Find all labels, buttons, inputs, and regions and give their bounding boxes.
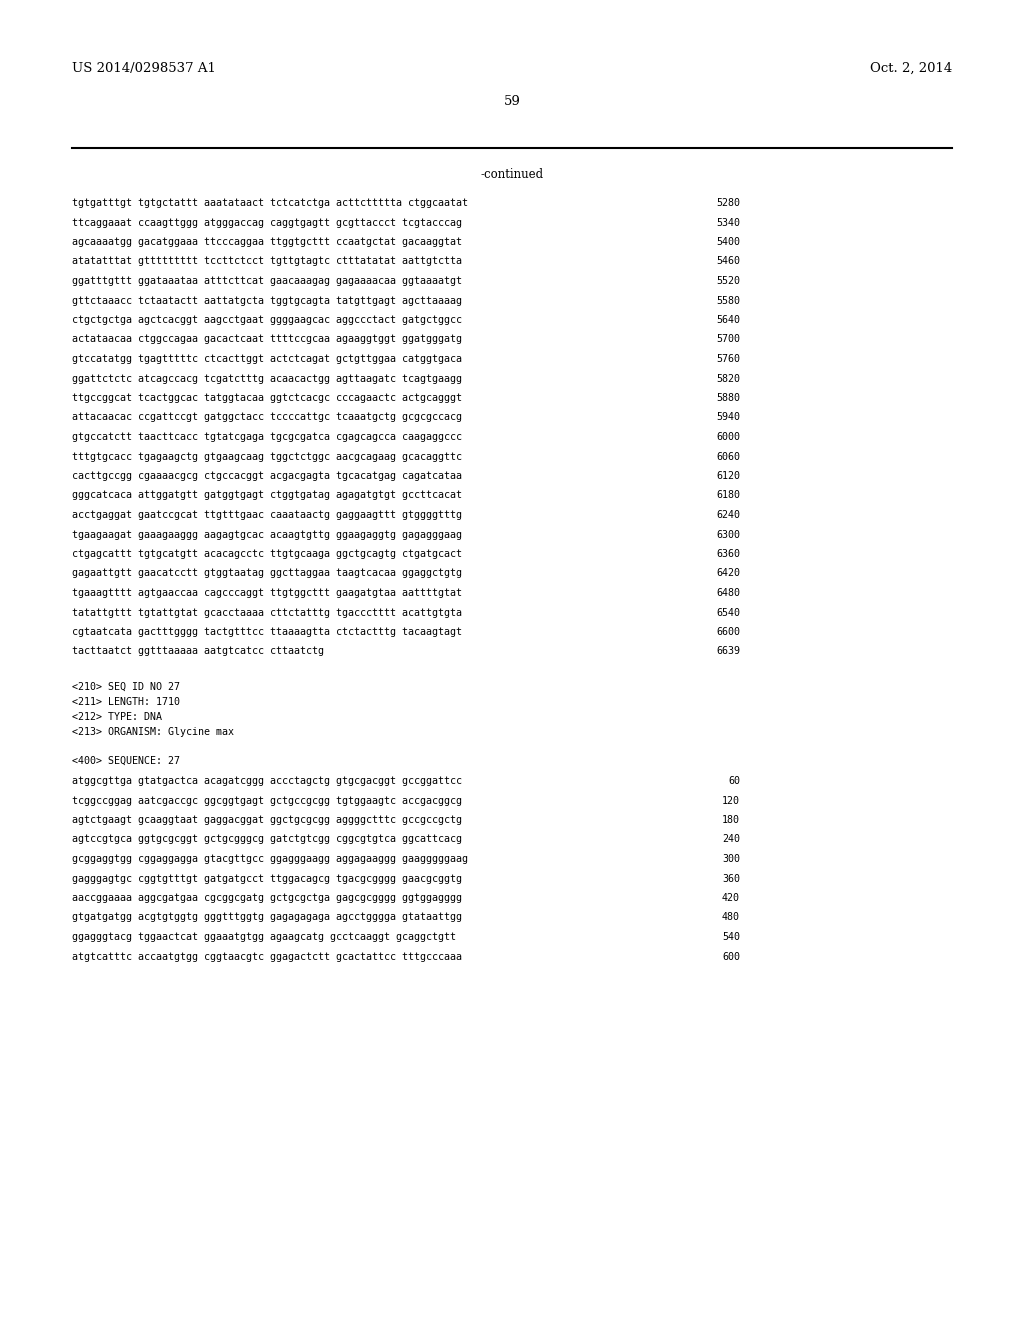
Text: tgaagaagat gaaagaaggg aagagtgcac acaagtgttg ggaagaggtg gagagggaag: tgaagaagat gaaagaaggg aagagtgcac acaagtg… xyxy=(72,529,462,540)
Text: 6639: 6639 xyxy=(716,647,740,656)
Text: ggagggtacg tggaactcat ggaaatgtgg agaagcatg gcctcaaggt gcaggctgtt: ggagggtacg tggaactcat ggaaatgtgg agaagca… xyxy=(72,932,456,942)
Text: tttgtgcacc tgagaagctg gtgaagcaag tggctctggc aacgcagaag gcacaggttc: tttgtgcacc tgagaagctg gtgaagcaag tggctct… xyxy=(72,451,462,462)
Text: 480: 480 xyxy=(722,912,740,923)
Text: 6240: 6240 xyxy=(716,510,740,520)
Text: cacttgccgg cgaaaacgcg ctgccacggt acgacgagta tgcacatgag cagatcataa: cacttgccgg cgaaaacgcg ctgccacggt acgacga… xyxy=(72,471,462,480)
Text: 6540: 6540 xyxy=(716,607,740,618)
Text: 5880: 5880 xyxy=(716,393,740,403)
Text: atgtcatttc accaatgtgg cggtaacgtc ggagactctt gcactattcc tttgcccaaa: atgtcatttc accaatgtgg cggtaacgtc ggagact… xyxy=(72,952,462,961)
Text: atggcgttga gtatgactca acagatcggg accctagctg gtgcgacggt gccggattcc: atggcgttga gtatgactca acagatcggg accctag… xyxy=(72,776,462,785)
Text: 5640: 5640 xyxy=(716,315,740,325)
Text: agtccgtgca ggtgcgcggt gctgcgggcg gatctgtcgg cggcgtgtca ggcattcacg: agtccgtgca ggtgcgcggt gctgcgggcg gatctgt… xyxy=(72,834,462,845)
Text: 60: 60 xyxy=(728,776,740,785)
Text: 6060: 6060 xyxy=(716,451,740,462)
Text: 6300: 6300 xyxy=(716,529,740,540)
Text: ggatttgttt ggataaataa atttcttcat gaacaaagag gagaaaacaa ggtaaaatgt: ggatttgttt ggataaataa atttcttcat gaacaaa… xyxy=(72,276,462,286)
Text: 6360: 6360 xyxy=(716,549,740,558)
Text: 6600: 6600 xyxy=(716,627,740,638)
Text: ggattctctc atcagccacg tcgatctttg acaacactgg agttaagatc tcagtgaagg: ggattctctc atcagccacg tcgatctttg acaacac… xyxy=(72,374,462,384)
Text: actataacaa ctggccagaa gacactcaat ttttccgcaa agaaggtggt ggatgggatg: actataacaa ctggccagaa gacactcaat ttttccg… xyxy=(72,334,462,345)
Text: tacttaatct ggtttaaaaa aatgtcatcc cttaatctg: tacttaatct ggtttaaaaa aatgtcatcc cttaatc… xyxy=(72,647,324,656)
Text: <211> LENGTH: 1710: <211> LENGTH: 1710 xyxy=(72,697,180,708)
Text: 5340: 5340 xyxy=(716,218,740,227)
Text: ctgagcattt tgtgcatgtt acacagcctc ttgtgcaaga ggctgcagtg ctgatgcact: ctgagcattt tgtgcatgtt acacagcctc ttgtgca… xyxy=(72,549,462,558)
Text: agcaaaatgg gacatggaaa ttcccaggaa ttggtgcttt ccaatgctat gacaaggtat: agcaaaatgg gacatggaaa ttcccaggaa ttggtgc… xyxy=(72,238,462,247)
Text: agtctgaagt gcaaggtaat gaggacggat ggctgcgcgg aggggctttc gccgccgctg: agtctgaagt gcaaggtaat gaggacggat ggctgcg… xyxy=(72,814,462,825)
Text: tcggccggag aatcgaccgc ggcggtgagt gctgccgcgg tgtggaagtc accgacggcg: tcggccggag aatcgaccgc ggcggtgagt gctgccg… xyxy=(72,796,462,805)
Text: gtgccatctt taacttcacc tgtatcgaga tgcgcgatca cgagcagcca caagaggccc: gtgccatctt taacttcacc tgtatcgaga tgcgcga… xyxy=(72,432,462,442)
Text: 5400: 5400 xyxy=(716,238,740,247)
Text: 6120: 6120 xyxy=(716,471,740,480)
Text: gagaattgtt gaacatcctt gtggtaatag ggcttaggaa taagtcacaa ggaggctgtg: gagaattgtt gaacatcctt gtggtaatag ggcttag… xyxy=(72,569,462,578)
Text: 5580: 5580 xyxy=(716,296,740,305)
Text: US 2014/0298537 A1: US 2014/0298537 A1 xyxy=(72,62,216,75)
Text: acctgaggat gaatccgcat ttgtttgaac caaataactg gaggaagttt gtggggtttg: acctgaggat gaatccgcat ttgtttgaac caaataa… xyxy=(72,510,462,520)
Text: gagggagtgc cggtgtttgt gatgatgcct ttggacagcg tgacgcgggg gaacgcggtg: gagggagtgc cggtgtttgt gatgatgcct ttggaca… xyxy=(72,874,462,883)
Text: gttctaaacc tctaatactt aattatgcta tggtgcagta tatgttgagt agcttaaaag: gttctaaacc tctaatactt aattatgcta tggtgca… xyxy=(72,296,462,305)
Text: 59: 59 xyxy=(504,95,520,108)
Text: tgaaagtttt agtgaaccaa cagcccaggt ttgtggcttt gaagatgtaa aattttgtat: tgaaagtttt agtgaaccaa cagcccaggt ttgtggc… xyxy=(72,587,462,598)
Text: 540: 540 xyxy=(722,932,740,942)
Text: 420: 420 xyxy=(722,894,740,903)
Text: gtgatgatgg acgtgtggtg gggtttggtg gagagagaga agcctgggga gtataattgg: gtgatgatgg acgtgtggtg gggtttggtg gagagag… xyxy=(72,912,462,923)
Text: gtccatatgg tgagtttttc ctcacttggt actctcagat gctgttggaa catggtgaca: gtccatatgg tgagtttttc ctcacttggt actctca… xyxy=(72,354,462,364)
Text: aaccggaaaa aggcgatgaa cgcggcgatg gctgcgctga gagcgcgggg ggtggagggg: aaccggaaaa aggcgatgaa cgcggcgatg gctgcgc… xyxy=(72,894,462,903)
Text: 180: 180 xyxy=(722,814,740,825)
Text: ctgctgctga agctcacggt aagcctgaat ggggaagcac aggccctact gatgctggcc: ctgctgctga agctcacggt aagcctgaat ggggaag… xyxy=(72,315,462,325)
Text: tgtgatttgt tgtgctattt aaatataact tctcatctga acttcttttta ctggcaatat: tgtgatttgt tgtgctattt aaatataact tctcatc… xyxy=(72,198,468,209)
Text: 600: 600 xyxy=(722,952,740,961)
Text: <210> SEQ ID NO 27: <210> SEQ ID NO 27 xyxy=(72,682,180,692)
Text: cgtaatcata gactttgggg tactgtttcc ttaaaagtta ctctactttg tacaagtagt: cgtaatcata gactttgggg tactgtttcc ttaaaag… xyxy=(72,627,462,638)
Text: ttcaggaaat ccaagttggg atgggaccag caggtgagtt gcgttaccct tcgtacccag: ttcaggaaat ccaagttggg atgggaccag caggtga… xyxy=(72,218,462,227)
Text: 360: 360 xyxy=(722,874,740,883)
Text: tatattgttt tgtattgtat gcacctaaaa cttctatttg tgaccctttt acattgtgta: tatattgttt tgtattgtat gcacctaaaa cttctat… xyxy=(72,607,462,618)
Text: gggcatcaca attggatgtt gatggtgagt ctggtgatag agagatgtgt gccttcacat: gggcatcaca attggatgtt gatggtgagt ctggtga… xyxy=(72,491,462,500)
Text: atatatttat gttttttttt tccttctcct tgttgtagtc ctttatatat aattgtctta: atatatttat gttttttttt tccttctcct tgttgta… xyxy=(72,256,462,267)
Text: 240: 240 xyxy=(722,834,740,845)
Text: 6420: 6420 xyxy=(716,569,740,578)
Text: 5520: 5520 xyxy=(716,276,740,286)
Text: gcggaggtgg cggaggagga gtacgttgcc ggagggaagg aggagaaggg gaagggggaag: gcggaggtgg cggaggagga gtacgttgcc ggaggga… xyxy=(72,854,468,865)
Text: attacaacac ccgattccgt gatggctacc tccccattgc tcaaatgctg gcgcgccacg: attacaacac ccgattccgt gatggctacc tccccat… xyxy=(72,412,462,422)
Text: 5760: 5760 xyxy=(716,354,740,364)
Text: <400> SEQUENCE: 27: <400> SEQUENCE: 27 xyxy=(72,756,180,766)
Text: 6180: 6180 xyxy=(716,491,740,500)
Text: 5460: 5460 xyxy=(716,256,740,267)
Text: 120: 120 xyxy=(722,796,740,805)
Text: 5940: 5940 xyxy=(716,412,740,422)
Text: 5280: 5280 xyxy=(716,198,740,209)
Text: 300: 300 xyxy=(722,854,740,865)
Text: 5700: 5700 xyxy=(716,334,740,345)
Text: 5820: 5820 xyxy=(716,374,740,384)
Text: -continued: -continued xyxy=(480,168,544,181)
Text: 6480: 6480 xyxy=(716,587,740,598)
Text: ttgccggcat tcactggcac tatggtacaa ggtctcacgc cccagaactc actgcagggt: ttgccggcat tcactggcac tatggtacaa ggtctca… xyxy=(72,393,462,403)
Text: <213> ORGANISM: Glycine max: <213> ORGANISM: Glycine max xyxy=(72,727,234,737)
Text: 6000: 6000 xyxy=(716,432,740,442)
Text: Oct. 2, 2014: Oct. 2, 2014 xyxy=(869,62,952,75)
Text: <212> TYPE: DNA: <212> TYPE: DNA xyxy=(72,711,162,722)
